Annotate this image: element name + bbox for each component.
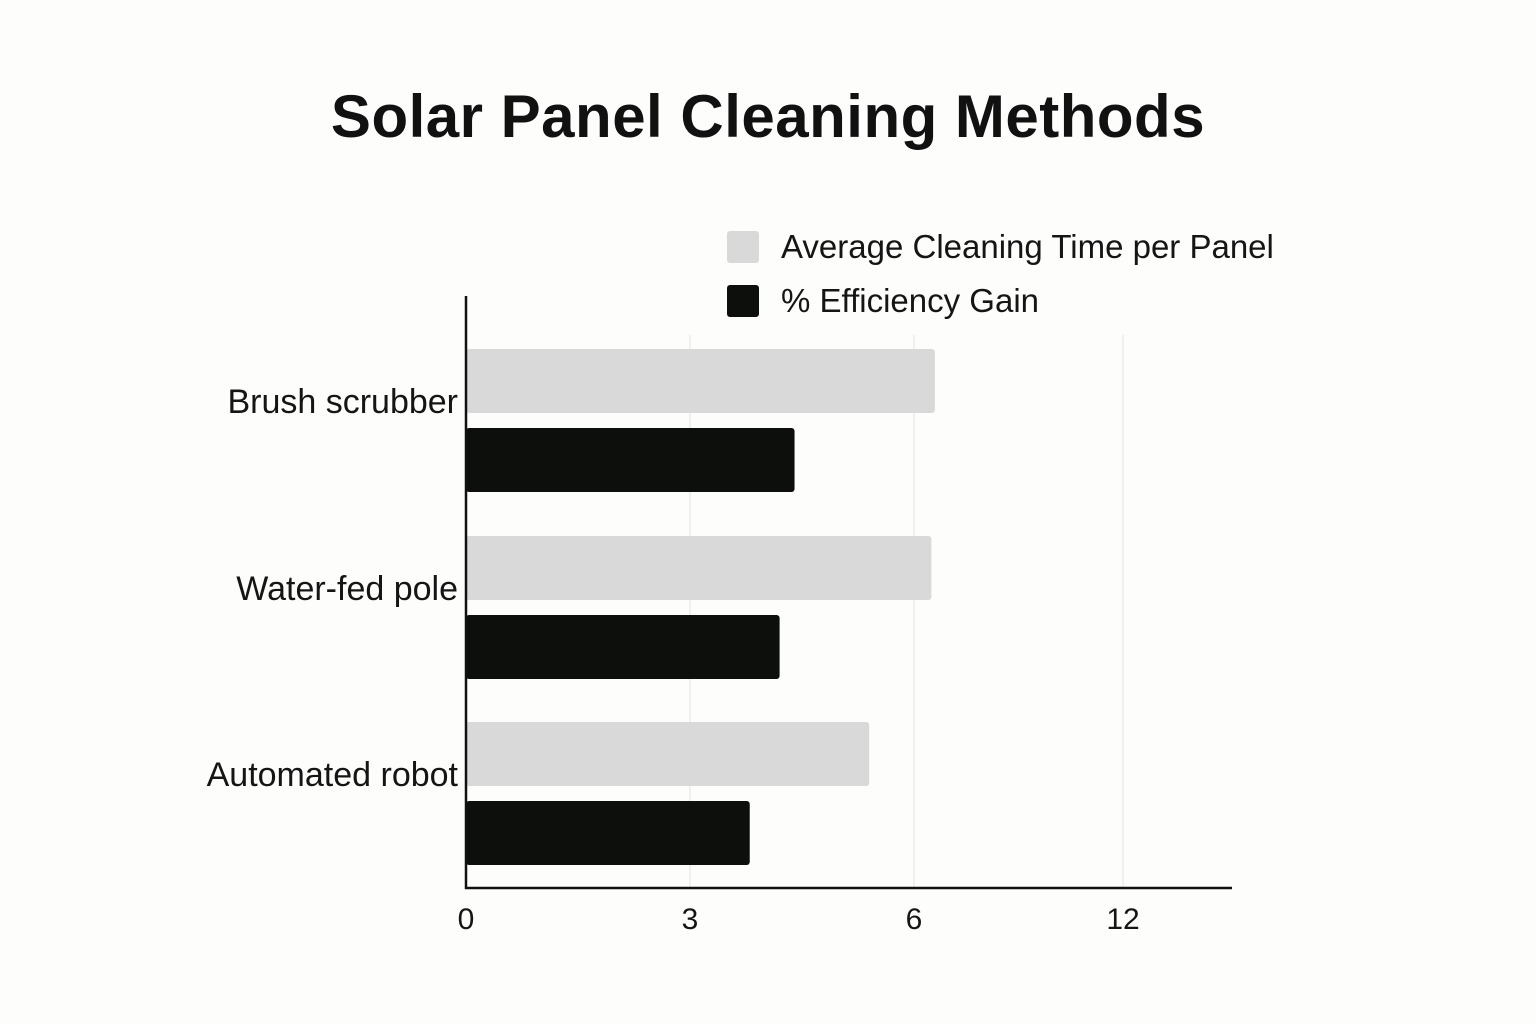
category-label: Automated robot bbox=[207, 756, 459, 794]
category-label: Brush scrubber bbox=[227, 383, 458, 421]
bars bbox=[466, 349, 935, 865]
x-tick-label: 6 bbox=[906, 903, 923, 936]
legend-label-efficiency-gain: % Efficiency Gain bbox=[781, 282, 1040, 319]
bar-water-fed-pole-series-1 bbox=[466, 536, 932, 600]
labels: Brush scrubber Water-fed pole Automated ro… bbox=[207, 383, 1140, 936]
legend-item-cleaning-time: Average Cleaning Time per Panel bbox=[727, 220, 1274, 274]
x-tick-label: 12 bbox=[1106, 903, 1139, 936]
bar-automated-robot-series-1 bbox=[466, 722, 870, 786]
bar-water-fed-pole-series-2 bbox=[466, 615, 780, 679]
x-tick-label: 3 bbox=[682, 903, 699, 936]
grid-lines bbox=[689, 335, 1124, 888]
legend-item-efficiency-gain: % Efficiency Gain bbox=[727, 274, 1274, 328]
category-label: Water-fed pole bbox=[236, 570, 458, 608]
bar-brush-scrubber-series-2 bbox=[466, 428, 795, 492]
bar-automated-robot-series-2 bbox=[466, 801, 750, 865]
legend: Average Cleaning Time per Panel % Effici… bbox=[727, 220, 1274, 328]
legend-swatch-cleaning-time bbox=[727, 231, 759, 263]
axes bbox=[464, 296, 1232, 890]
bar-brush-scrubber-series-1 bbox=[466, 349, 935, 413]
x-tick-label: 0 bbox=[458, 903, 475, 936]
legend-label-cleaning-time: Average Cleaning Time per Panel bbox=[781, 228, 1274, 265]
legend-swatch-efficiency-gain bbox=[727, 285, 759, 317]
chart-title: Solar Panel Cleaning Methods bbox=[330, 83, 1206, 150]
